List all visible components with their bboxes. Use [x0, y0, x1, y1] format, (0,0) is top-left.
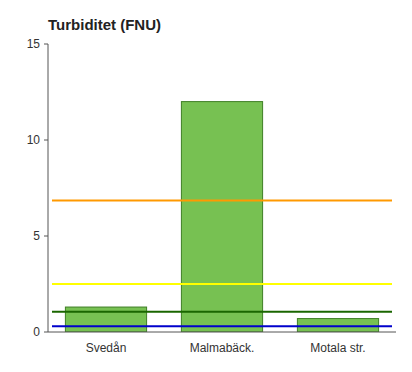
y-tick-label: 10	[27, 133, 41, 147]
y-tick	[44, 332, 48, 333]
y-tick-label: 0	[33, 325, 40, 339]
x-tick-label: Motala str.	[310, 341, 365, 355]
y-tick	[44, 140, 48, 141]
y-axis-line	[48, 44, 49, 332]
y-tick	[44, 236, 48, 237]
chart-container: 0 5 10 15 Svedån Malmabäck. Motala str. Turbidi…	[0, 0, 412, 372]
reference-line	[52, 283, 392, 285]
x-axis-line	[48, 332, 396, 333]
bar	[65, 307, 146, 332]
reference-line	[52, 199, 392, 201]
plot-area	[52, 102, 392, 332]
y-tick	[44, 44, 48, 45]
chart: 0 5 10 15 Svedån Malmabäck. Motala str. Turbidi…	[0, 0, 412, 372]
reference-line	[52, 325, 392, 327]
x-tick-label: Malmabäck.	[190, 341, 255, 355]
y-tick-label: 5	[33, 229, 40, 243]
chart-title: Turbiditet (FNU)	[48, 16, 161, 33]
y-tick-label: 15	[27, 37, 41, 51]
x-tick-label: Svedån	[86, 341, 127, 355]
reference-line	[52, 311, 392, 313]
bar	[181, 102, 262, 332]
